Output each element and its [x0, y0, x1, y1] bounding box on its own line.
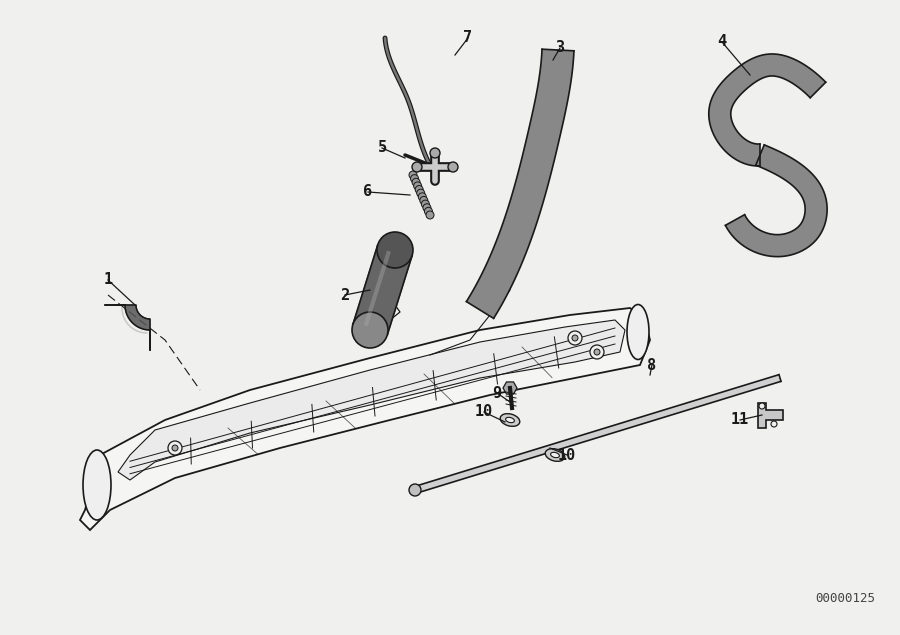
Circle shape	[409, 171, 417, 179]
Text: 00000125: 00000125	[815, 592, 875, 605]
Polygon shape	[414, 375, 781, 493]
Text: 3: 3	[555, 41, 564, 55]
Polygon shape	[758, 403, 783, 428]
Text: 11: 11	[731, 413, 749, 427]
Circle shape	[594, 349, 600, 355]
Circle shape	[430, 148, 440, 158]
Polygon shape	[80, 308, 650, 530]
Text: 6: 6	[364, 185, 373, 199]
Circle shape	[412, 178, 420, 186]
Circle shape	[377, 232, 413, 268]
Polygon shape	[353, 244, 412, 335]
Circle shape	[572, 335, 578, 341]
Circle shape	[172, 445, 178, 451]
Circle shape	[419, 196, 428, 204]
Circle shape	[425, 208, 433, 215]
Circle shape	[426, 211, 434, 219]
Polygon shape	[466, 49, 574, 318]
Text: 7: 7	[464, 30, 472, 46]
Polygon shape	[105, 305, 150, 350]
Polygon shape	[725, 145, 827, 257]
Ellipse shape	[545, 449, 565, 462]
Circle shape	[417, 189, 425, 197]
Circle shape	[423, 204, 431, 211]
Circle shape	[418, 193, 427, 201]
Text: 4: 4	[717, 34, 726, 50]
Text: 9: 9	[492, 385, 501, 401]
Text: 5: 5	[377, 140, 387, 156]
Circle shape	[412, 162, 422, 172]
Text: 1: 1	[104, 272, 112, 288]
Circle shape	[421, 200, 429, 208]
Ellipse shape	[551, 452, 560, 458]
Text: 8: 8	[647, 358, 657, 373]
Circle shape	[415, 185, 423, 194]
Circle shape	[448, 162, 458, 172]
Ellipse shape	[83, 450, 111, 520]
Ellipse shape	[627, 305, 649, 359]
Circle shape	[771, 421, 777, 427]
Circle shape	[414, 182, 421, 190]
Circle shape	[409, 484, 421, 496]
Circle shape	[568, 331, 582, 345]
Text: 10: 10	[558, 448, 576, 462]
Text: 2: 2	[340, 288, 349, 302]
Polygon shape	[503, 382, 517, 394]
Circle shape	[590, 345, 604, 359]
Ellipse shape	[500, 413, 520, 426]
Circle shape	[352, 312, 388, 348]
Polygon shape	[118, 320, 625, 480]
Circle shape	[410, 175, 419, 183]
Text: 10: 10	[475, 404, 493, 420]
Circle shape	[168, 441, 182, 455]
Polygon shape	[709, 54, 826, 166]
Ellipse shape	[506, 417, 515, 423]
Circle shape	[759, 403, 765, 409]
